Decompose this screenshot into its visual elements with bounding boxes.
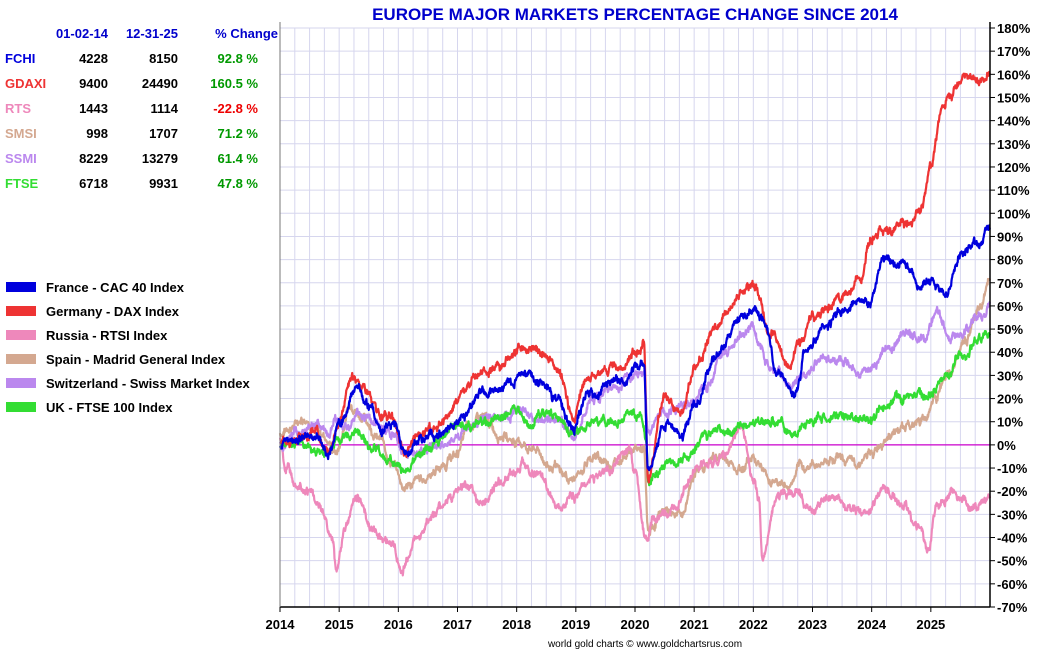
x-tick-label: 2014 [266, 617, 296, 632]
legend-swatch [6, 354, 36, 364]
legend-label: Spain - Madrid General Index [46, 352, 226, 367]
y-tick-label: 170% [997, 44, 1031, 59]
y-tick-label: 80% [997, 253, 1023, 268]
y-tick-label: 120% [997, 160, 1031, 175]
y-tick-label: 30% [997, 368, 1023, 383]
chart-credit: world gold charts © www.goldchartsrus.co… [547, 639, 742, 650]
table-change-value: 61.4 % [218, 151, 259, 166]
table-change-value: 160.5 % [210, 76, 258, 91]
table-start-value: 998 [86, 126, 108, 141]
y-axis: 180% 170% 160% 150% 140% 130% 120% 110% 100% 90% 8… [990, 21, 1031, 615]
table-start-value: 6718 [79, 176, 108, 191]
table-header: 01-02-14 [56, 26, 109, 41]
x-axis: 2014 2015 2016 2017 2018 2019 2020 2021 2022 2023… [266, 607, 945, 632]
legend-swatch [6, 306, 36, 316]
x-tick-label: 2017 [443, 617, 472, 632]
table-change-value: 47.8 % [218, 176, 259, 191]
legend-label: Switzerland - Swiss Market Index [46, 376, 250, 391]
table-ticker: SSMI [5, 151, 37, 166]
table-header: % Change [215, 26, 278, 41]
table-ticker: GDAXI [5, 76, 46, 91]
table-start-value: 8229 [79, 151, 108, 166]
table-end-value: 8150 [149, 51, 178, 66]
y-tick-label: 90% [997, 229, 1023, 244]
legend-swatch [6, 330, 36, 340]
table-start-value: 1443 [79, 101, 108, 116]
y-tick-label: 10% [997, 415, 1023, 430]
y-tick-label: -60% [997, 577, 1028, 592]
grid [279, 27, 991, 608]
table-change-value: 71.2 % [218, 126, 259, 141]
y-tick-label: 160% [997, 67, 1031, 82]
summary-table: 01-02-14 12-31-25 % Change FCHI 4228 8150 92.8… [5, 26, 278, 191]
x-tick-label: 2025 [916, 617, 945, 632]
x-tick-label: 2019 [561, 617, 590, 632]
series-lines [278, 70, 992, 577]
y-tick-label: 70% [997, 276, 1023, 291]
table-end-value: 9931 [149, 176, 178, 191]
y-tick-label: 0% [997, 438, 1016, 453]
y-tick-label: -50% [997, 554, 1028, 569]
y-tick-label: 50% [997, 322, 1023, 337]
x-tick-label: 2024 [857, 617, 887, 632]
chart-title: EUROPE MAJOR MARKETS PERCENTAGE CHANGE S… [372, 5, 898, 24]
series-line-2 [278, 424, 992, 577]
y-tick-label: 150% [997, 90, 1031, 105]
legend-label: France - CAC 40 Index [46, 280, 185, 295]
y-tick-label: -40% [997, 531, 1028, 546]
y-tick-label: 130% [997, 137, 1031, 152]
table-ticker: RTS [5, 101, 31, 116]
x-tick-label: 2021 [680, 617, 709, 632]
legend-label: Germany - DAX Index [46, 304, 180, 319]
y-tick-label: 40% [997, 345, 1023, 360]
legend: France - CAC 40 Index Germany - DAX Index… [6, 280, 250, 415]
y-tick-label: 110% [997, 183, 1030, 198]
series-line-0 [278, 224, 992, 472]
y-tick-label: -20% [997, 484, 1028, 499]
legend-swatch [6, 402, 36, 412]
legend-swatch [6, 378, 36, 388]
y-tick-label: -10% [997, 461, 1028, 476]
x-tick-label: 2018 [502, 617, 531, 632]
table-end-value: 1114 [151, 101, 179, 116]
table-header: 12-31-25 [126, 26, 178, 41]
x-tick-label: 2022 [739, 617, 768, 632]
table-end-value: 1707 [149, 126, 178, 141]
y-tick-label: 20% [997, 392, 1023, 407]
table-end-value: 24490 [142, 76, 178, 91]
y-tick-label: 140% [997, 114, 1031, 129]
x-tick-label: 2016 [384, 617, 413, 632]
y-tick-label: 60% [997, 299, 1023, 314]
x-tick-label: 2020 [621, 617, 650, 632]
table-start-value: 4228 [79, 51, 108, 66]
y-tick-label: -70% [997, 600, 1028, 615]
y-tick-label: 180% [997, 21, 1031, 36]
series-line-4 [278, 301, 992, 459]
series-line-3 [278, 277, 992, 537]
table-ticker: FTSE [5, 176, 39, 191]
y-tick-label: -30% [997, 507, 1028, 522]
table-change-value: -22.8 % [213, 101, 258, 116]
legend-label: UK - FTSE 100 Index [46, 400, 173, 415]
table-ticker: FCHI [5, 51, 35, 66]
table-start-value: 9400 [79, 76, 108, 91]
legend-label: Russia - RTSI Index [46, 328, 168, 343]
x-tick-label: 2023 [798, 617, 827, 632]
table-ticker: SMSI [5, 126, 37, 141]
table-change-value: 92.8 % [218, 51, 259, 66]
x-tick-label: 2015 [325, 617, 354, 632]
table-end-value: 13279 [142, 151, 178, 166]
legend-swatch [6, 282, 36, 292]
series-line-5 [279, 330, 992, 487]
y-tick-label: 100% [997, 206, 1031, 221]
